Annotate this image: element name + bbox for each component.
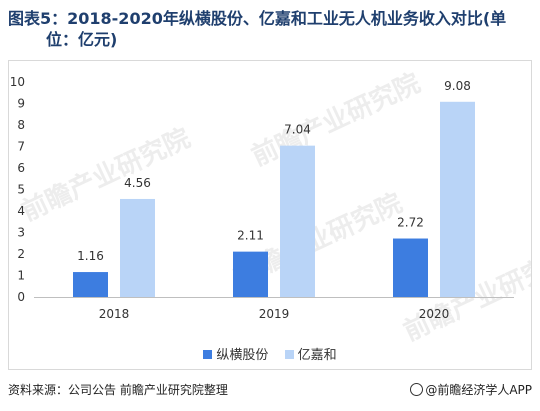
bars: 1.16 4.56 2.11 7.04 2.72 9.08 [73,79,475,297]
data-label: 2.11 [237,229,264,243]
bar-亿嘉和-2018 [120,198,155,297]
legend-swatch-series2 [284,350,294,359]
data-label: 1.16 [77,249,104,263]
chart-container: 前瞻产业研究院前瞻产业研究院前瞻产业研究院前瞻产业研究院 01234567891… [8,60,540,370]
data-label: 4.56 [124,176,151,190]
y-tick-label: 5 [17,183,25,197]
y-tick-label: 7 [17,140,25,154]
x-tick-label: 2018 [99,307,130,321]
legend-label-series2: 亿嘉和 [297,348,337,363]
chart-title-line2: 位：亿元) [46,30,118,49]
legend-item-series1: 纵横股份 [203,344,268,363]
y-tick-label: 8 [17,118,25,132]
legend-label-series1: 纵横股份 [216,348,269,363]
watermark-text: 前瞻产业研究院 [17,122,195,227]
y-tick-label: 0 [17,290,25,304]
bar-纵横股份-2019 [233,251,268,297]
y-tick-label: 1 [17,269,25,283]
source-note: 资料来源：公司公告 前瞻产业研究院整理 [8,383,228,397]
bar-chart: 前瞻产业研究院前瞻产业研究院前瞻产业研究院前瞻产业研究院 01234567891… [10,67,540,347]
bar-纵横股份-2020 [393,238,428,297]
legend-item-series2: 亿嘉和 [284,344,337,363]
x-tick-label: 2019 [259,307,290,321]
y-tick-label: 9 [17,97,25,111]
data-label: 7.04 [284,123,311,137]
bar-纵横股份-2018 [73,272,108,297]
y-tick-label: 4 [17,204,25,218]
x-tick-label: 2020 [419,307,450,321]
bar-亿嘉和-2019 [280,145,315,297]
brand-logo-icon [410,383,424,396]
chart-title-line1: 图表5：2018-2020年纵横股份、亿嘉和工业无人机业务收入对比(单 [8,9,507,28]
y-tick-label: 3 [17,226,25,240]
y-axis: 0 1 2 3 4 5 6 7 8 9 10 [10,75,25,304]
brand-text: @前瞻经济学人APP [425,383,532,397]
bar-亿嘉和-2020 [440,101,475,297]
data-label: 9.08 [444,79,471,93]
chart-title: 图表5：2018-2020年纵横股份、亿嘉和工业无人机业务收入对比(单 位：亿元… [8,8,528,50]
watermark-text: 前瞻产业研究院 [247,67,425,172]
legend: 纵横股份 亿嘉和 [9,344,531,363]
data-label: 2.72 [397,216,424,230]
y-tick-label: 2 [17,247,25,261]
y-tick-label: 10 [10,75,25,89]
brand-credit: @前瞻经济学人APP [410,381,532,398]
x-axis: 2018 2019 2020 [34,297,514,321]
y-tick-label: 6 [17,161,25,175]
legend-swatch-series1 [203,350,213,359]
